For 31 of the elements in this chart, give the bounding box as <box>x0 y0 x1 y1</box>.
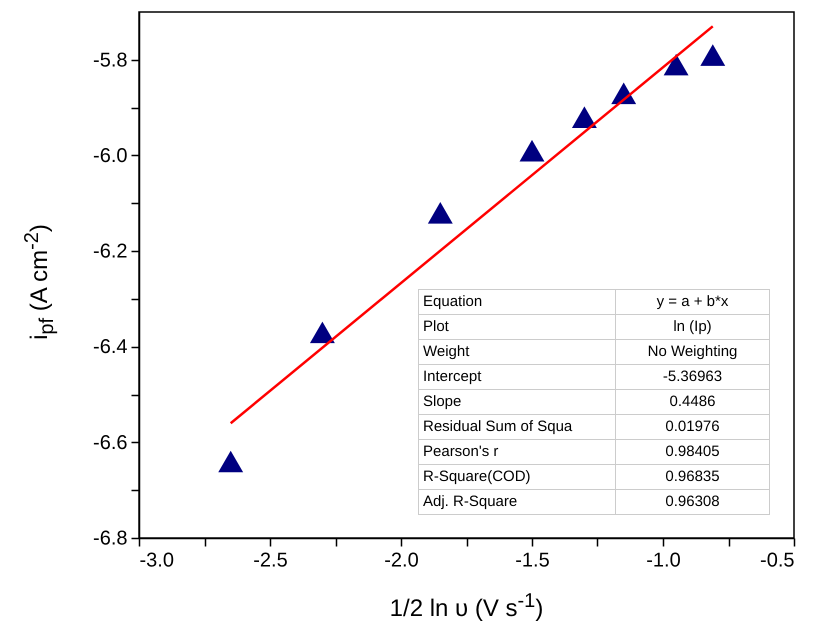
x-tick-label: -3.0 <box>140 550 174 572</box>
annotation: Pearson's r <box>418 440 616 464</box>
y-tick-label: -5.8 <box>93 49 128 72</box>
annotation: ln (Ip) <box>616 314 770 340</box>
annotation: 0.01976 <box>616 414 770 440</box>
annotation: Weight <box>418 340 616 364</box>
x-tick-label: -0.5 <box>760 550 794 572</box>
annotation: R-Square(COD) <box>418 464 616 490</box>
annotation: 0.96835 <box>616 464 770 490</box>
y-tick-label: -6.6 <box>93 432 128 454</box>
annotation: 0.98405 <box>616 440 770 464</box>
annotation: Residual Sum of Squa <box>418 414 616 440</box>
annotation: Adj. R-Square <box>418 490 616 514</box>
x-tick-label: -2.5 <box>253 550 288 572</box>
x-tick-label: -1.5 <box>515 550 550 572</box>
x-tick-label: -1.0 <box>646 550 681 572</box>
annotation: 0.96308 <box>616 490 770 514</box>
y-tick-label: -6.2 <box>93 240 128 263</box>
annotation: y = a + b*x <box>616 290 770 314</box>
annotation: -5.36963 <box>616 364 770 390</box>
x-tick-label: -2.0 <box>384 550 419 572</box>
x-axis-title: 1/2 ln υ (V s$^{-1}$) <box>388 590 544 623</box>
y-tick-label: -6.0 <box>93 144 128 167</box>
annotation: Intercept <box>418 364 616 390</box>
annotation: Equation <box>418 290 616 314</box>
y-tick-label: -6.4 <box>93 336 128 358</box>
annotation: 0.4486 <box>616 390 770 414</box>
annotation: No Weighting <box>616 340 770 364</box>
annotation: Plot <box>418 314 616 340</box>
annotation: Slope <box>418 390 616 414</box>
y-tick-label: -6.8 <box>93 528 128 550</box>
